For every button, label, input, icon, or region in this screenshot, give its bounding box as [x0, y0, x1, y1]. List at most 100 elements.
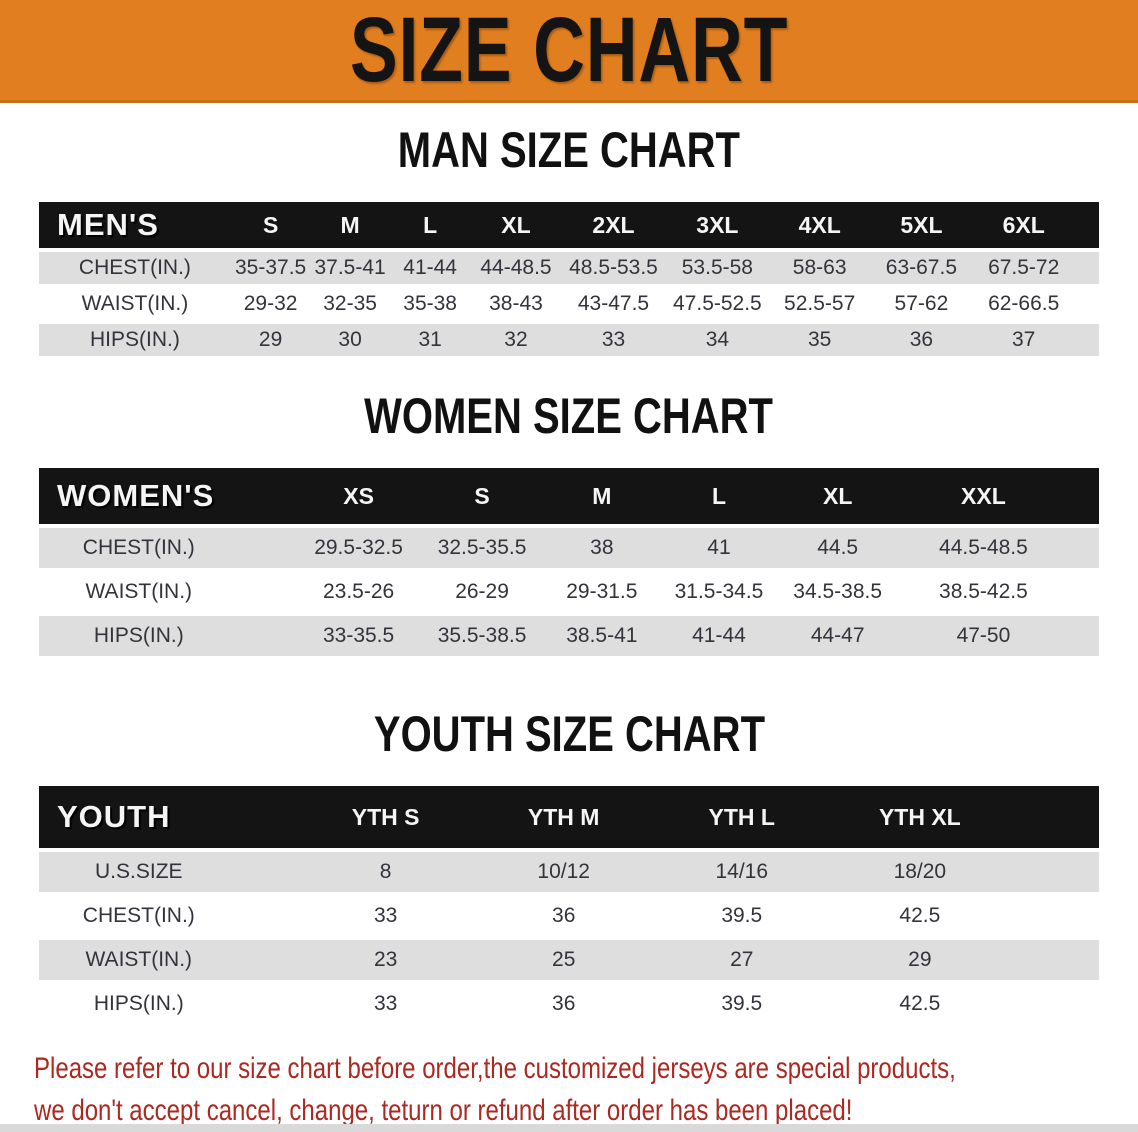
- size-value: 8: [296, 852, 475, 892]
- spacer-cell: [1069, 468, 1099, 524]
- size-value: 52.5-57: [769, 288, 870, 320]
- table-row: HIPS(IN.) 29 30 31 32 33 34 35 36 37: [39, 324, 1099, 356]
- size-value: 37.5-41: [310, 252, 390, 284]
- size-value: 35-38: [389, 288, 471, 320]
- size-value: 29.5-32.5: [296, 528, 421, 568]
- size-column-header: YTH S: [296, 786, 475, 848]
- size-value: 36: [870, 324, 973, 356]
- row-label: WAIST(IN.): [39, 940, 297, 980]
- size-value: 33: [561, 324, 666, 356]
- table-row: HIPS(IN.) 33-35.5 35.5-38.5 38.5-41 41-4…: [39, 616, 1099, 656]
- size-value: 41-44: [389, 252, 471, 284]
- disclaimer-note: Please refer to our size chart before or…: [0, 1048, 1138, 1132]
- spacer-cell: [1074, 288, 1099, 320]
- size-column-header: M: [310, 202, 390, 248]
- size-value: 53.5-58: [665, 252, 770, 284]
- spacer-cell: [1074, 252, 1099, 284]
- table-row: CHEST(IN.) 33 36 39.5 42.5: [39, 896, 1099, 936]
- size-value: 33-35.5: [296, 616, 421, 656]
- size-value: 10/12: [474, 852, 653, 892]
- spacer-cell: [1008, 940, 1099, 980]
- size-value: 38.5-41: [543, 616, 661, 656]
- size-value: 39.5: [652, 896, 831, 936]
- youth-size-table: YOUTH YTH S YTH M YTH L YTH XL U.S.SIZE …: [39, 782, 1099, 1028]
- table-row: CHEST(IN.) 29.5-32.5 32.5-35.5 38 41 44.…: [39, 528, 1099, 568]
- youth-group-header: YOUTH: [39, 786, 297, 848]
- size-value: 67.5-72: [972, 252, 1075, 284]
- youth-section-title: YOUTH SIZE CHART: [373, 706, 765, 762]
- size-value: 57-62: [870, 288, 973, 320]
- spacer-cell: [1069, 572, 1099, 612]
- size-column-header: S: [230, 202, 311, 248]
- size-column-header: XL: [777, 468, 898, 524]
- table-row: WAIST(IN.) 23.5-26 26-29 29-31.5 31.5-34…: [39, 572, 1099, 612]
- size-value: 29: [830, 940, 1009, 980]
- size-value: 44-47: [777, 616, 898, 656]
- size-value: 47-50: [897, 616, 1070, 656]
- size-value: 29-32: [230, 288, 311, 320]
- size-value: 34.5-38.5: [777, 572, 898, 612]
- size-value: 23.5-26: [296, 572, 421, 612]
- size-value: 44.5-48.5: [897, 528, 1070, 568]
- size-value: 58-63: [769, 252, 870, 284]
- spacer-cell: [1008, 984, 1099, 1024]
- women-size-table: WOMEN'S XS S M L XL XXL CHEST(IN.) 29.5-…: [39, 464, 1099, 660]
- women-section-title: WOMEN SIZE CHART: [364, 388, 774, 444]
- size-value: 48.5-53.5: [561, 252, 666, 284]
- spacer-cell: [1074, 202, 1099, 248]
- size-value: 38: [543, 528, 661, 568]
- size-column-header: 2XL: [561, 202, 666, 248]
- size-value: 36: [474, 896, 653, 936]
- size-value: 37: [972, 324, 1075, 356]
- size-column-header: 6XL: [972, 202, 1075, 248]
- size-column-header: M: [543, 468, 661, 524]
- size-value: 35.5-38.5: [420, 616, 544, 656]
- spacer-cell: [1008, 852, 1099, 892]
- size-value: 32-35: [310, 288, 390, 320]
- size-column-header: XL: [470, 202, 562, 248]
- table-row: HIPS(IN.) 33 36 39.5 42.5: [39, 984, 1099, 1024]
- spacer-cell: [1074, 324, 1099, 356]
- men-section-title: MAN SIZE CHART: [397, 122, 741, 178]
- size-value: 23: [296, 940, 475, 980]
- row-label: U.S.SIZE: [39, 852, 297, 892]
- page-title: SIZE CHART: [349, 0, 789, 101]
- youth-header-row: YOUTH YTH S YTH M YTH L YTH XL: [39, 786, 1099, 848]
- disclaimer-line-1: Please refer to our size chart before or…: [34, 1052, 956, 1085]
- size-value: 35: [769, 324, 870, 356]
- bottom-strip: [0, 1124, 1138, 1132]
- size-value: 27: [652, 940, 831, 980]
- size-column-header: L: [660, 468, 778, 524]
- size-column-header: YTH L: [652, 786, 831, 848]
- size-value: 29-31.5: [543, 572, 661, 612]
- size-value: 32: [470, 324, 562, 356]
- size-column-header: 5XL: [870, 202, 973, 248]
- size-value: 14/16: [652, 852, 831, 892]
- row-label: CHEST(IN.): [39, 252, 231, 284]
- size-value: 44-48.5: [470, 252, 562, 284]
- size-value: 36: [474, 984, 653, 1024]
- size-value: 41: [660, 528, 778, 568]
- table-row: WAIST(IN.) 23 25 27 29: [39, 940, 1099, 980]
- size-column-header: S: [420, 468, 544, 524]
- size-value: 32.5-35.5: [420, 528, 544, 568]
- size-value: 42.5: [830, 896, 1009, 936]
- size-column-header: 3XL: [665, 202, 770, 248]
- women-header-row: WOMEN'S XS S M L XL XXL: [39, 468, 1099, 524]
- size-value: 25: [474, 940, 653, 980]
- size-value: 43-47.5: [561, 288, 666, 320]
- size-column-header: 4XL: [769, 202, 870, 248]
- size-value: 30: [310, 324, 390, 356]
- size-value: 62-66.5: [972, 288, 1075, 320]
- size-column-header: XXL: [897, 468, 1070, 524]
- row-label: CHEST(IN.): [39, 528, 297, 568]
- size-value: 44.5: [777, 528, 898, 568]
- size-value: 33: [296, 984, 475, 1024]
- size-value: 39.5: [652, 984, 831, 1024]
- spacer-cell: [1069, 528, 1099, 568]
- row-label: HIPS(IN.): [39, 616, 297, 656]
- size-column-header: XS: [296, 468, 421, 524]
- women-group-header: WOMEN'S: [39, 468, 297, 524]
- spacer-cell: [1008, 896, 1099, 936]
